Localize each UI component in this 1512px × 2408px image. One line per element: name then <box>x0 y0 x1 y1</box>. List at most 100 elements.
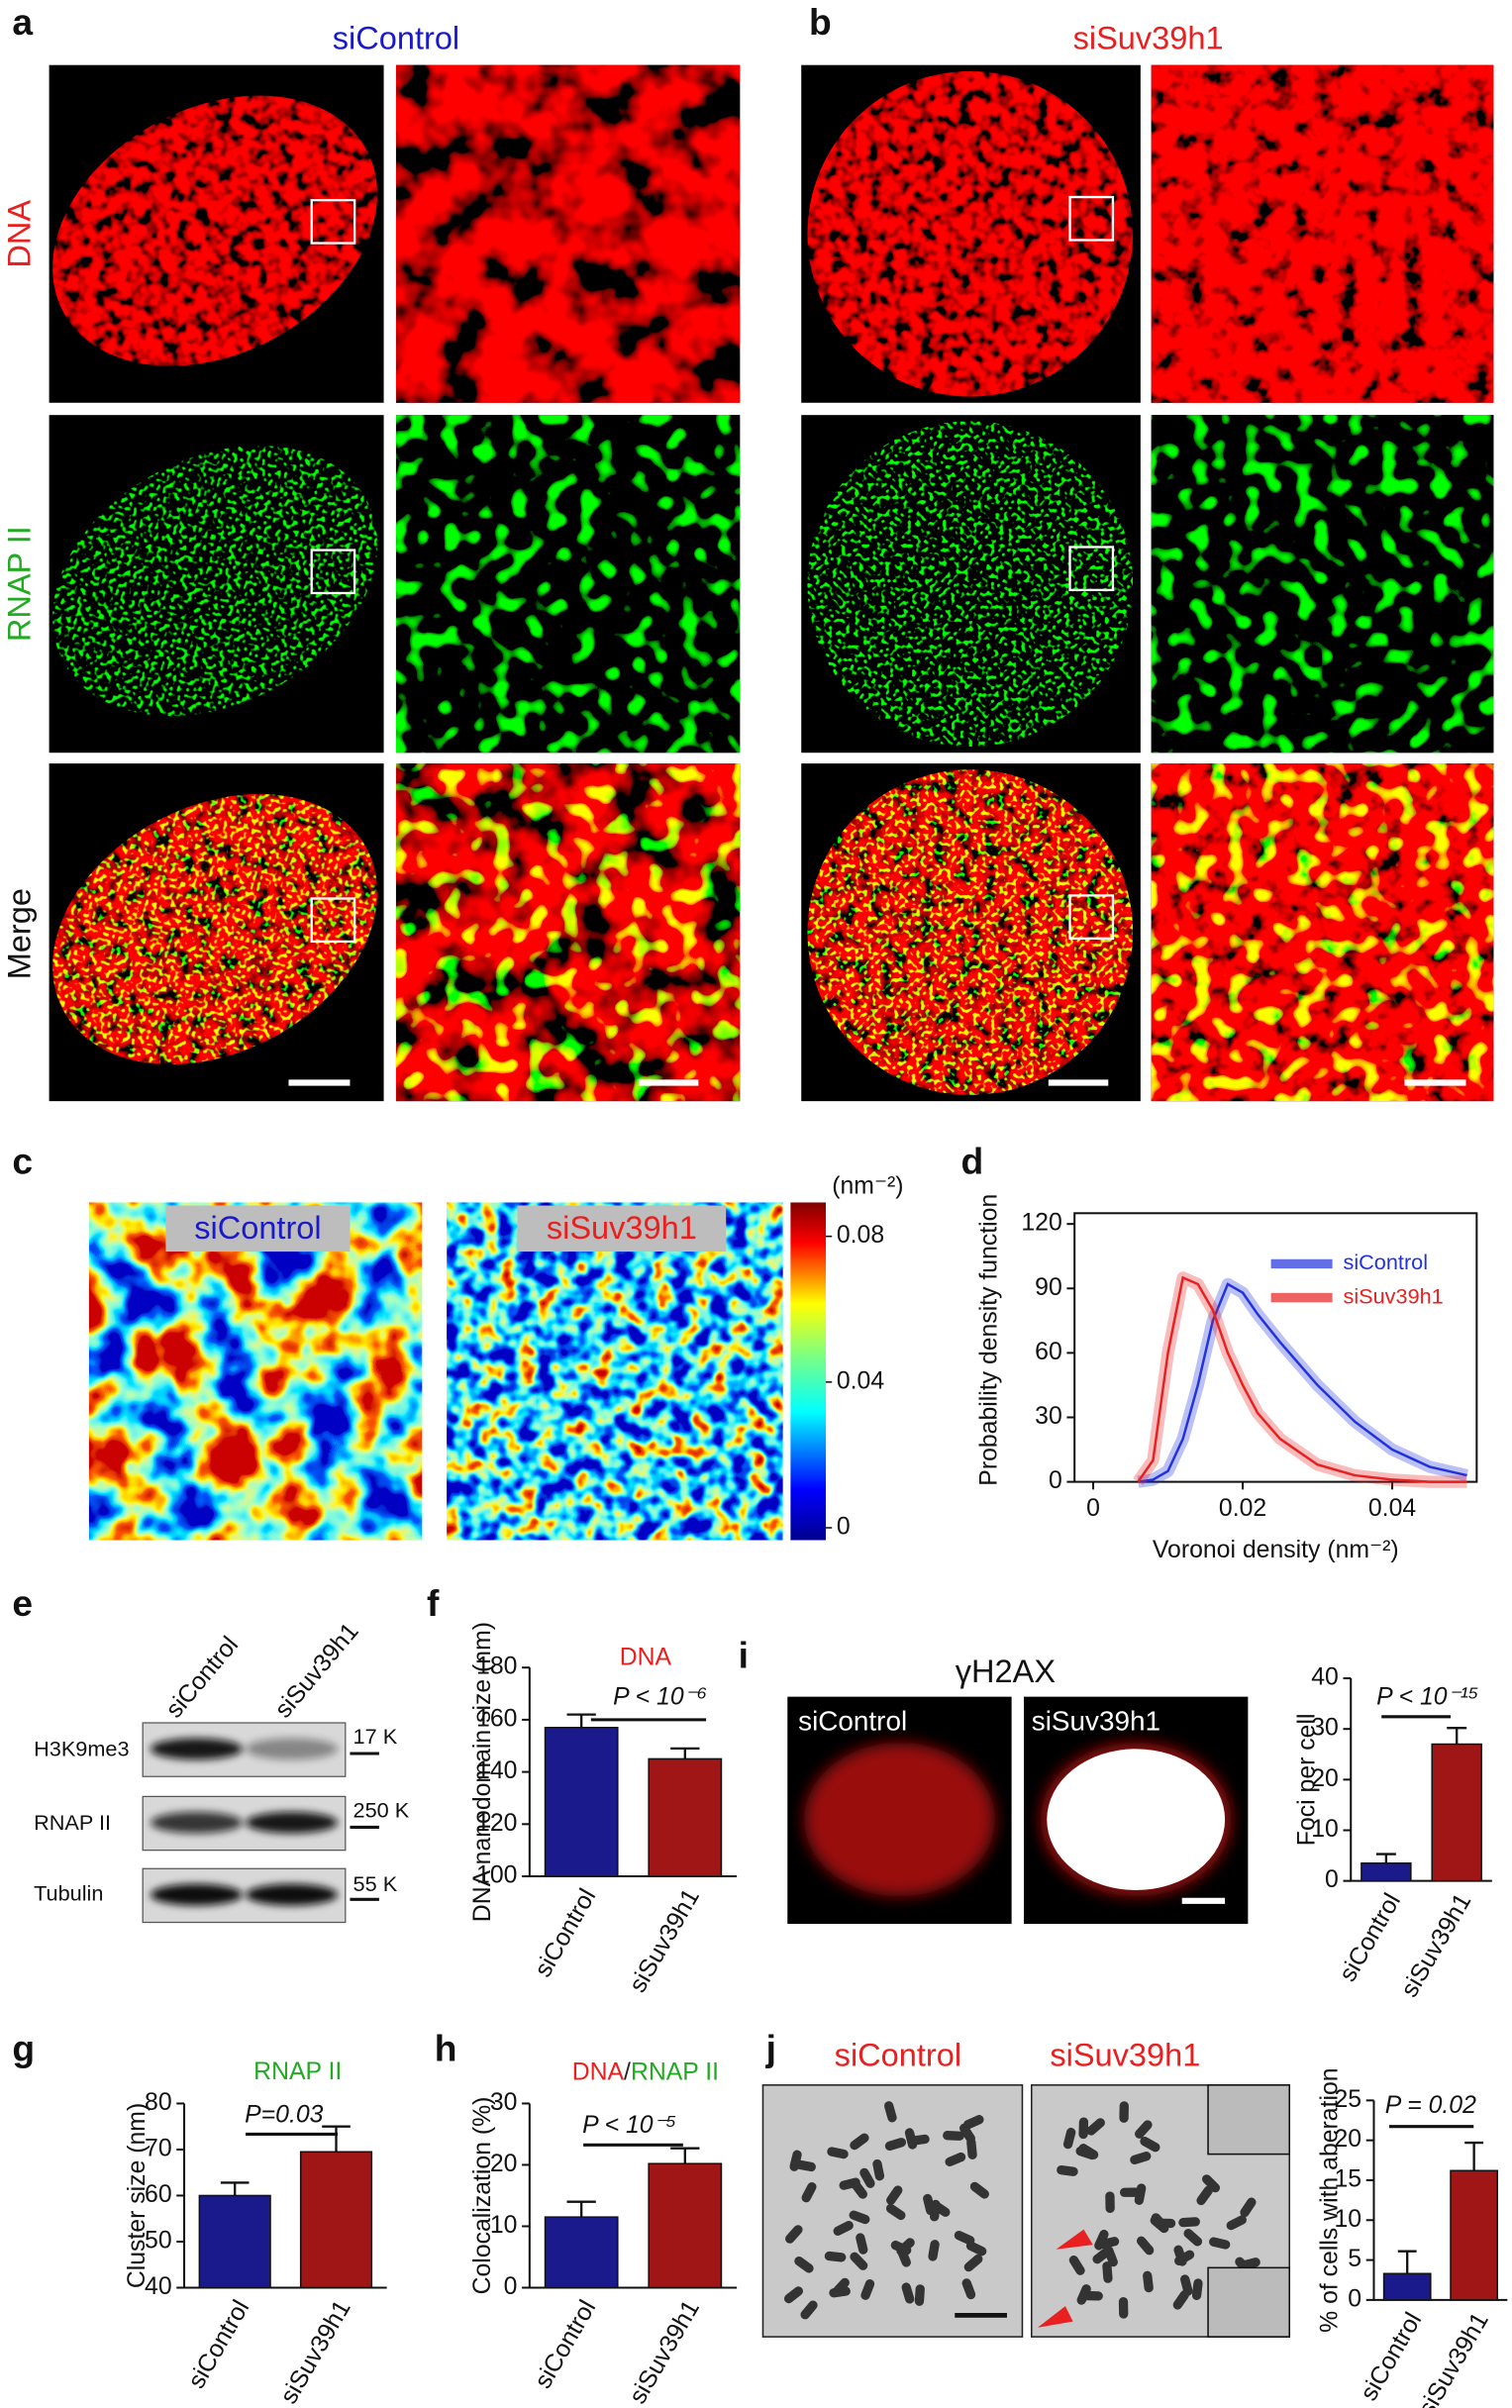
y-tick-label: 30 <box>1311 1715 1339 1742</box>
panel-title: siSuv39h1 <box>1073 21 1224 56</box>
heatmap-label: siSuv39h1 <box>547 1210 697 1246</box>
x-tick-label: siControl <box>530 2296 601 2393</box>
bar <box>299 2151 373 2289</box>
chromosome <box>1178 2217 1200 2228</box>
chromosome <box>1092 2247 1112 2264</box>
y-tick-label: 100 <box>476 1862 517 1889</box>
y-tick-label: 120 <box>1021 1210 1061 1237</box>
chromosome <box>963 2254 983 2272</box>
panel-label: g <box>12 2028 35 2069</box>
colorbar-tick-label: 0.04 <box>837 1367 884 1394</box>
bar <box>1450 2169 1499 2301</box>
chromosome <box>1068 2256 1085 2275</box>
bar <box>544 1727 619 1877</box>
band <box>246 1811 339 1834</box>
chromosome <box>824 2251 847 2262</box>
y-tick-label: 40 <box>145 2273 172 2300</box>
y-tick-label: 5 <box>1348 2246 1361 2272</box>
legend-label: siSuv39h1 <box>1343 1283 1443 1308</box>
chromosome <box>954 2231 975 2246</box>
y-tick-label: 40 <box>1311 1664 1339 1691</box>
chromosome <box>860 2278 875 2300</box>
bar <box>1361 1861 1412 1882</box>
chromosome <box>928 2240 940 2261</box>
panel-label: e <box>12 1582 33 1624</box>
x-tick-label: siControl <box>183 2296 254 2393</box>
panel-title: siControl <box>333 21 459 56</box>
panel-label: b <box>809 1 832 43</box>
y-tick-label: 80 <box>145 2089 172 2116</box>
chromosome <box>859 2167 875 2188</box>
chromosome <box>1201 2174 1221 2193</box>
y-tick-label: 10 <box>1311 1816 1339 1843</box>
chromosome <box>1086 2118 1105 2136</box>
row-label: Merge <box>1 888 37 979</box>
x-tick-label: siSuv39h1 <box>625 1884 705 1997</box>
heatmap-label: siControl <box>194 1210 321 1246</box>
x-tick-label: siControl <box>530 1884 601 1981</box>
bar <box>544 2216 619 2289</box>
band <box>246 1883 339 1906</box>
chromosome <box>850 2252 868 2270</box>
chromosome <box>945 2152 966 2167</box>
roi-box <box>1068 546 1115 592</box>
band <box>150 1883 243 1906</box>
x-tick-label: 0 <box>1086 1495 1100 1522</box>
layout <box>49 64 1494 2338</box>
chromosome <box>1143 2270 1154 2293</box>
chromosome <box>929 2199 941 2222</box>
chromosome <box>904 2128 918 2150</box>
panel-label: i <box>739 1635 749 1676</box>
chromosome <box>856 2233 868 2255</box>
chromosome <box>1081 2290 1103 2301</box>
y-axis-label: Probability density function <box>975 1194 1002 1486</box>
y-tick-label: 10 <box>1334 2206 1361 2233</box>
panel-label: h <box>435 2028 457 2069</box>
band <box>150 1738 243 1760</box>
y-tick-label: 20 <box>490 2151 518 2177</box>
band <box>150 1811 243 1834</box>
bar <box>648 1757 723 1877</box>
chromosome <box>1130 2152 1152 2164</box>
marker-label: 55 K <box>353 1871 398 1896</box>
p-value: P < 10⁻⁶ <box>613 1684 707 1711</box>
chromosome <box>943 2131 964 2141</box>
y-axis-label: % of cells with aberation <box>1317 2067 1344 2332</box>
x-tick-label: 0.02 <box>1219 1495 1266 1522</box>
y-tick-label: 30 <box>1035 1403 1062 1430</box>
chromosome <box>1150 2215 1169 2234</box>
colorbar-unit: (nm⁻²) <box>832 1172 903 1199</box>
chromosome <box>785 2225 803 2244</box>
panel-label: d <box>960 1141 983 1182</box>
chromosome <box>850 2133 869 2151</box>
image-label: siSuv39h1 <box>1050 2038 1200 2073</box>
chromosome <box>961 2278 976 2300</box>
chromosome <box>1057 2164 1078 2176</box>
chromosome <box>789 2150 802 2171</box>
x-tick-label: siSuv39h1 <box>625 2296 705 2408</box>
x-tick-label: siSuv39h1 <box>1396 1889 1476 2002</box>
y-tick-label: 0 <box>504 2273 518 2300</box>
chromosome <box>914 2284 925 2306</box>
chart-title-part: RNAP II <box>631 2058 719 2085</box>
chromosome <box>783 2286 804 2304</box>
x-tick-label: siControl <box>1356 2308 1427 2405</box>
chromosome <box>1191 2278 1203 2300</box>
roi-box <box>1068 195 1115 242</box>
legend-label: siControl <box>1343 1250 1428 1274</box>
y-tick-label: 15 <box>1334 2166 1361 2193</box>
y-tick-label: 70 <box>145 2136 172 2162</box>
panel-label: c <box>12 1141 33 1182</box>
blot-row-label: RNAP II <box>34 1810 111 1835</box>
chromosome <box>969 2181 989 2199</box>
chromosome <box>884 2101 897 2123</box>
marker-label: 250 K <box>353 1798 410 1823</box>
panel-label: f <box>427 1582 440 1624</box>
chromosome <box>1118 2296 1129 2319</box>
chromosome <box>1136 2236 1155 2256</box>
y-tick-label: 160 <box>476 1705 517 1732</box>
chromosome <box>1078 2117 1089 2140</box>
chromosome <box>827 2147 849 2159</box>
